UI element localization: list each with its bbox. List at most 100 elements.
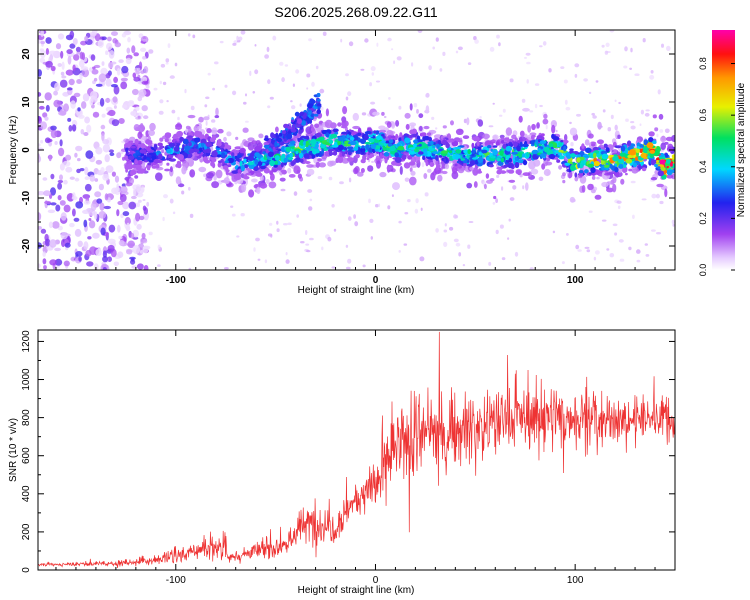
spectrogram-speckle (231, 213, 236, 217)
spectrogram-halo (251, 178, 258, 183)
spectrogram-speckle (165, 62, 169, 65)
spectrogram-signal-blob (594, 169, 601, 175)
spectrogram-noise-blob (60, 71, 65, 76)
spectrogram-speckle (322, 31, 327, 36)
spectrogram-signal-blob (443, 158, 447, 163)
spectrogram-noise-blob (97, 39, 104, 48)
spectrogram-noise-blob (111, 31, 118, 36)
spectrogram-signal-blob (408, 161, 416, 166)
spectrogram-speckle (307, 189, 313, 193)
spectrogram-halo (508, 179, 516, 183)
spectrogram-speckle (184, 88, 187, 94)
spectrogram-speckle (645, 109, 650, 112)
spectrogram-signal-blob (349, 140, 357, 146)
spectrogram-speckle (454, 215, 459, 219)
spectrogram-noise-blob (132, 245, 141, 254)
spectrogram-signal-blob (492, 149, 498, 156)
spectrogram-signal-blob (397, 145, 405, 151)
spectrogram-signal-blob (535, 139, 538, 145)
spectrogram-signal-blob (212, 159, 216, 163)
spectrogram-halo (187, 114, 196, 119)
spectrogram-signal-blob (188, 142, 192, 147)
spectrogram-noise-blob (74, 228, 82, 237)
spectrogram-branch-blob (278, 141, 285, 146)
spectrogram-noise-blob (64, 242, 71, 248)
spectrogram-noise-blob (68, 125, 73, 132)
spectrogram-speckle (525, 52, 531, 56)
spectrogram-signal-blob (505, 145, 512, 152)
spectrogram-signal-blob (415, 146, 423, 150)
spectrogram-noise-blob (127, 240, 135, 249)
spectrogram-speckle (539, 104, 543, 108)
spectrogram-halo (441, 170, 448, 175)
spectrogram-speckle (443, 229, 448, 233)
spectrogram-noise-blob (94, 178, 99, 182)
spectrogram-signal-blob (390, 135, 397, 139)
spectrogram-speckle (625, 118, 629, 122)
spectrogram-speckle (142, 199, 146, 201)
spectrogram-signal-blob (499, 150, 504, 156)
spectrogram-noise-blob (90, 54, 96, 61)
spectrogram-speckle (542, 41, 547, 46)
spectrogram-signal-blob (127, 143, 132, 147)
spectrogram-halo (666, 174, 674, 179)
spectrogram-signal-blob (438, 148, 444, 152)
spectrogram-halo (392, 182, 400, 191)
spectrogram-noise-blob (102, 255, 109, 263)
spectrogram-noise-blob (78, 60, 85, 68)
spectrogram-signal-blob (315, 132, 322, 138)
spectrogram-speckle (388, 97, 391, 100)
spectrogram-signal-blob (540, 133, 545, 137)
spectrogram-halo (318, 162, 326, 168)
spectrogram-signal-blob (243, 158, 248, 164)
spectrogram-signal-blob (206, 128, 212, 134)
spectrogram-branch-blob (316, 109, 322, 115)
spectrogram-speckle (473, 36, 477, 41)
spectrogram-halo (352, 125, 360, 130)
spectrogram-signal-blob (648, 137, 654, 143)
spectrogram-signal-blob (237, 168, 242, 175)
spectrogram-noise-blob (100, 227, 106, 236)
spectrogram-signal-blob (179, 136, 185, 142)
spectrogram-signal-blob (321, 148, 324, 155)
spectrogram-speckle (391, 48, 394, 51)
spectrogram-speckle (266, 46, 270, 53)
spectrogram-speckle (345, 244, 349, 248)
snr-frame (37, 329, 676, 571)
spectrogram-speckle (457, 46, 463, 51)
spectrogram-halo (466, 117, 470, 126)
spectrogram-halo (588, 133, 594, 139)
spectrogram-signal-blob (487, 145, 492, 149)
spectrogram-signal-blob (365, 144, 370, 151)
spectrogram-halo (140, 123, 144, 128)
spectrogram-signal-blob (394, 152, 400, 158)
spectrogram-noise-blob (46, 138, 53, 143)
spectrogram-signal-blob (649, 149, 655, 154)
spectrogram-noise-blob (48, 154, 52, 162)
spectrogram-noise-blob (126, 222, 130, 230)
spectrogram-signal-blob (157, 142, 163, 147)
spectrogram-signal-blob (511, 151, 518, 155)
spectrogram-halo (197, 125, 202, 130)
spectrogram-noise-blob (140, 186, 145, 193)
spectrogram-halo (584, 139, 590, 146)
spectrogram-halo (376, 160, 381, 169)
spectrogram-noise-blob (72, 64, 76, 72)
spectrogram-speckle (162, 216, 165, 222)
spectrogram-noise-blob (83, 132, 89, 136)
spectrogram-signal-blob (565, 152, 570, 156)
spectrogram-noise-blob (140, 47, 147, 52)
spectrogram-noise-blob (40, 40, 46, 45)
spectrogram-noise-blob (60, 232, 68, 240)
spectrogram-signal-blob (247, 161, 255, 166)
snr-y-tick-label: 0 (21, 567, 32, 573)
spectrogram-signal-blob (205, 141, 212, 147)
spectrogram-noise-blob (84, 183, 92, 192)
spectrogram-speckle (404, 212, 409, 215)
spectrogram-halo (620, 178, 625, 185)
colorbar-tick-label: 0.8 (698, 57, 708, 70)
spectrogram-speckle (496, 174, 500, 178)
spectrogram-signal-blob (492, 145, 498, 148)
spectrogram-halo (473, 181, 478, 188)
spectrogram-signal-blob (472, 157, 478, 160)
